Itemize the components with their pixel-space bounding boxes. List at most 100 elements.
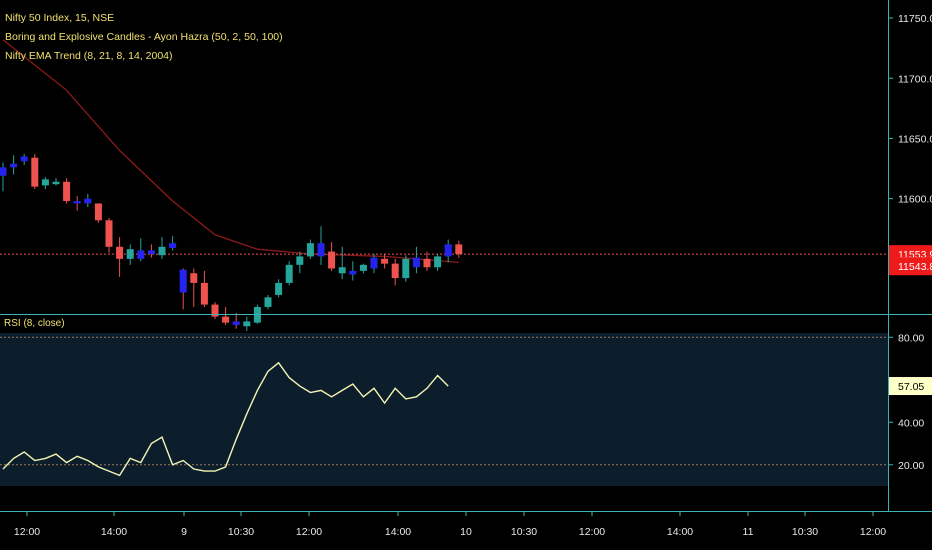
candle-body	[264, 297, 272, 307]
candle	[381, 254, 389, 269]
candle	[285, 261, 293, 286]
candle-body	[232, 321, 240, 326]
candle-body	[285, 264, 293, 283]
candle-body	[222, 316, 230, 323]
candle-body	[200, 282, 208, 305]
candle-body	[0, 167, 7, 176]
candle-body	[306, 243, 314, 257]
time-tick-label: 14:00	[101, 526, 127, 538]
candle-body	[73, 201, 81, 204]
candle-body	[94, 203, 102, 221]
candle-body	[84, 198, 92, 204]
time-tick-label: 10	[460, 526, 472, 538]
candle	[94, 203, 102, 223]
marker-price-tag: 11543.85	[889, 257, 932, 276]
candle	[423, 251, 431, 271]
candle-body	[211, 304, 219, 317]
candle-body	[434, 256, 442, 268]
indicator-legend-boring-explosive[interactable]: Boring and Explosive Candles - Ayon Hazr…	[5, 31, 283, 43]
candle	[328, 241, 336, 271]
candle-body	[317, 243, 325, 257]
candle	[116, 237, 124, 277]
candle	[232, 313, 240, 329]
candle-body	[402, 258, 410, 279]
ema-line	[2, 39, 459, 264]
time-tick-label: 12:00	[860, 526, 886, 538]
candle	[306, 239, 314, 259]
time-tick-label: 10:30	[228, 526, 254, 538]
candle	[296, 251, 304, 274]
candle	[434, 254, 442, 271]
candle-body	[20, 156, 28, 162]
candle	[126, 244, 134, 265]
candle-body	[63, 181, 71, 202]
rsi-line	[2, 361, 449, 477]
time-tick-label: 10:30	[792, 526, 818, 538]
axes-layer: 11750.0011700.0011650.0011600.0011545.60…	[0, 0, 932, 538]
candle-body	[190, 273, 198, 283]
candle	[402, 255, 410, 282]
candle	[179, 268, 187, 310]
price-tick-label: 11750.00	[898, 13, 932, 25]
candle	[137, 238, 145, 262]
ema-layer	[0, 39, 888, 264]
rsi-legend-label[interactable]: RSI (8, close)	[4, 318, 65, 329]
candle	[41, 176, 49, 190]
candle-body	[370, 257, 378, 269]
time-tick-label: 9	[181, 526, 187, 538]
candle-body	[137, 250, 145, 259]
candle	[73, 196, 81, 211]
candle	[275, 279, 283, 298]
candle-body	[412, 257, 420, 268]
candle	[211, 302, 219, 320]
time-tick-label: 14:00	[385, 526, 411, 538]
candle	[31, 154, 39, 190]
price-tick-label: 11650.00	[898, 133, 932, 145]
candle-body	[105, 220, 113, 247]
candle-body	[126, 249, 134, 259]
candle-body	[338, 267, 346, 274]
time-tick-label: 12:00	[579, 526, 605, 538]
candle-body	[381, 258, 389, 264]
candle	[243, 316, 251, 332]
indicator-legend-ema-trend[interactable]: Nifty EMA Trend (8, 21, 8, 14, 2004)	[5, 50, 173, 62]
candle-body	[52, 181, 60, 185]
candle	[147, 244, 155, 258]
chart-symbol-title[interactable]: Nifty 50 Index, 15, NSE	[5, 12, 115, 24]
time-tick-label: 10:30	[511, 526, 537, 538]
candle-body	[444, 244, 452, 257]
candle-body	[328, 251, 336, 269]
candle	[391, 258, 399, 286]
candle	[200, 270, 208, 307]
candle-body	[147, 250, 155, 255]
marker-price-tag-bg	[889, 257, 932, 276]
candle	[105, 217, 113, 253]
candle	[222, 306, 230, 326]
candles-layer	[0, 154, 463, 332]
candle	[52, 178, 60, 186]
candle	[264, 294, 272, 310]
rsi-current-tag-bg	[889, 377, 932, 396]
candle	[370, 254, 378, 274]
time-tick-label: 12:00	[296, 526, 322, 538]
candle-body	[349, 270, 357, 275]
candle-body	[116, 246, 124, 259]
candle-body	[10, 163, 18, 168]
rsi-current-tag-label: 57.05	[898, 381, 924, 393]
candle	[349, 261, 357, 281]
candle-body	[41, 179, 49, 186]
candle-body	[158, 246, 166, 256]
time-tick-label: 14:00	[667, 526, 693, 538]
price-tick-label: 11700.00	[898, 73, 932, 85]
candle	[0, 162, 7, 192]
candle	[158, 237, 166, 259]
candle	[412, 246, 420, 274]
candle	[338, 246, 346, 280]
candle-body	[455, 244, 463, 255]
rsi-layer	[0, 336, 888, 477]
candle-body	[169, 243, 177, 248]
candle	[169, 235, 177, 251]
candle-body	[275, 282, 283, 295]
candle-body	[243, 321, 251, 327]
